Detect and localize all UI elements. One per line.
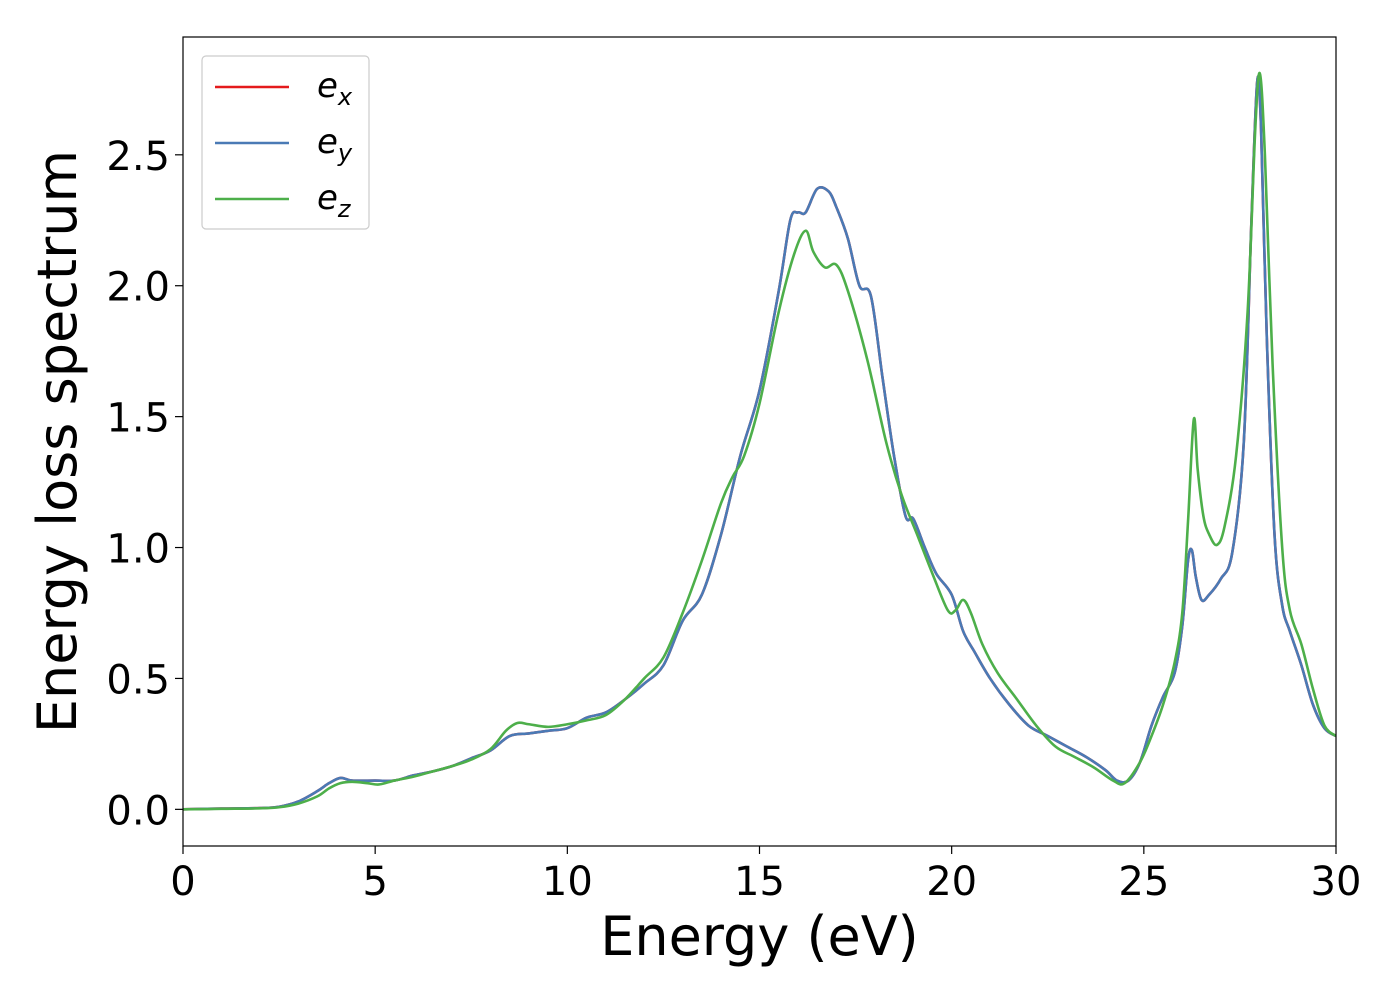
x-tick-label: 5 — [362, 859, 387, 905]
x-tick-label: 15 — [734, 859, 785, 905]
y-tick-label: 1.5 — [106, 396, 170, 442]
y-tick-label: 2.5 — [106, 134, 170, 180]
x-tick-label: 25 — [1118, 859, 1169, 905]
y-tick-label: 2.0 — [106, 265, 170, 311]
y-tick-label: 0.5 — [106, 657, 170, 703]
series-line-ez — [183, 71, 1336, 811]
series-lines — [183, 71, 1336, 811]
legend-label-ez: ez — [317, 178, 352, 223]
legend: ex ey ez — [201, 55, 370, 230]
legend-label-ex: ex — [317, 66, 353, 111]
y-axis-label: Energy loss spectrum — [26, 150, 89, 733]
x-tick-label: 10 — [542, 859, 593, 905]
x-axis-ticks: 0 5 10 15 20 25 30 — [170, 846, 1361, 905]
legend-label-ey: ey — [317, 122, 353, 167]
y-tick-label: 1.0 — [106, 527, 170, 573]
x-tick-label: 0 — [170, 859, 195, 905]
x-tick-label: 20 — [926, 859, 977, 905]
x-axis-label: Energy (eV) — [600, 905, 919, 968]
x-tick-label: 30 — [1311, 859, 1362, 905]
y-tick-label: 0.0 — [106, 788, 170, 834]
y-axis-ticks: 0.0 0.5 1.0 1.5 2.0 2.5 — [106, 134, 183, 834]
